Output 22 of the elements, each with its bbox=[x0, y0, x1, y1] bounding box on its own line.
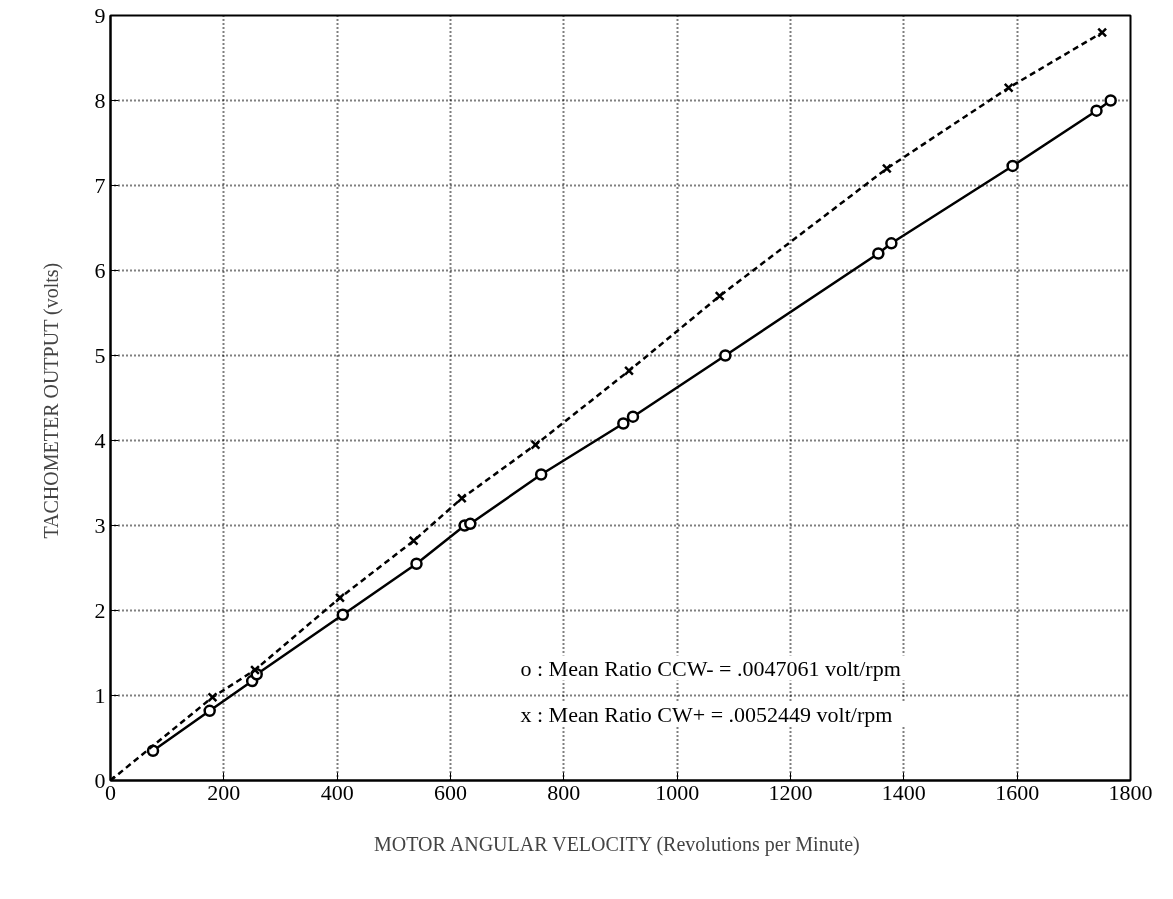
x-axis-title: MOTOR ANGULAR VELOCITY (Revolutions per Minute) bbox=[374, 832, 860, 856]
y-axis-title: TACHOMETER OUTPUT (volts) bbox=[39, 262, 63, 539]
y-tick-label: 7 bbox=[94, 172, 106, 198]
annotation: o : Mean Ratio CCW- = .0047061 volt/rpm bbox=[520, 655, 901, 681]
x-tick-label: 1000 bbox=[655, 779, 700, 805]
y-tick-label: 1 bbox=[94, 682, 106, 708]
y-tick-label: 8 bbox=[94, 87, 106, 113]
x-tick-label: 400 bbox=[320, 779, 354, 805]
x-tick-label: 1600 bbox=[995, 779, 1040, 805]
x-tick-label: 1400 bbox=[881, 779, 926, 805]
y-tick-label: 2 bbox=[94, 597, 106, 623]
y-tick-label: 4 bbox=[94, 427, 106, 453]
x-tick-label: 800 bbox=[547, 779, 581, 805]
y-tick-label: 3 bbox=[94, 512, 106, 538]
x-tick-label: 600 bbox=[434, 779, 467, 805]
y-tick-label: 9 bbox=[94, 2, 106, 28]
y-tick-label: 5 bbox=[94, 342, 106, 368]
x-tick-label: 1800 bbox=[1108, 779, 1153, 805]
annotation: x : Mean Ratio CW+ = .0052449 volt/rpm bbox=[520, 701, 893, 727]
y-tick-label: 6 bbox=[94, 257, 106, 283]
x-tick-label: 1200 bbox=[768, 779, 813, 805]
x-tick-label: 200 bbox=[207, 779, 241, 805]
